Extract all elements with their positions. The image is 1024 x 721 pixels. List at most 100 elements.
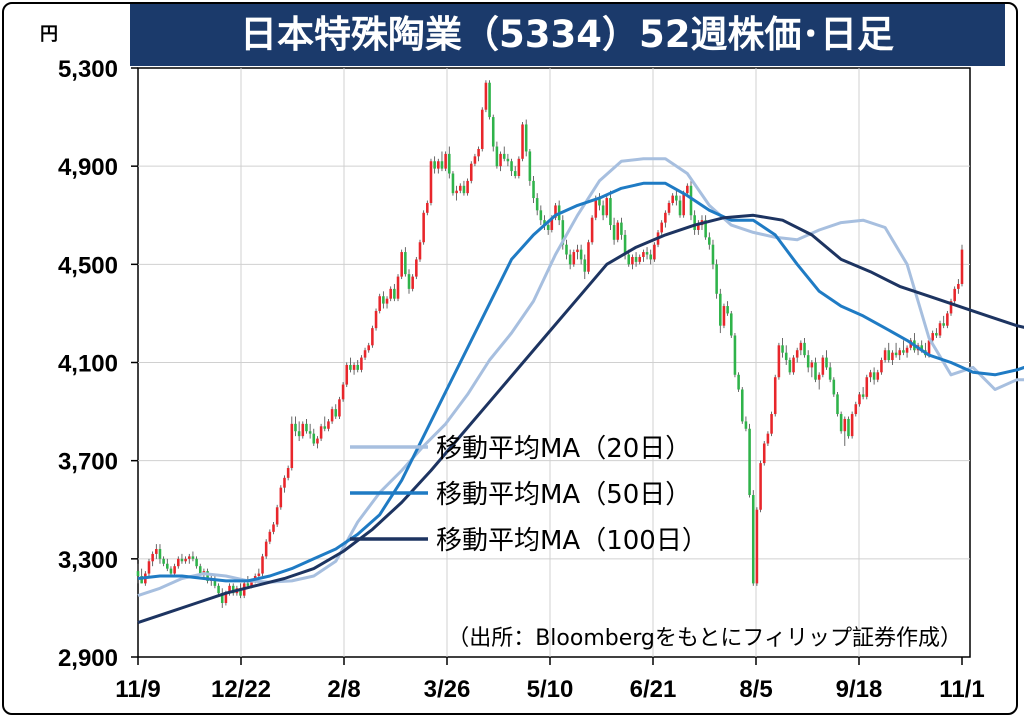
candle-body [220, 593, 224, 604]
candle-body [415, 259, 418, 277]
candle-body [806, 355, 810, 368]
candle-body [653, 244, 656, 260]
candle-body [382, 296, 385, 304]
candle-body [814, 362, 817, 380]
y-tick-label: 5,300 [58, 56, 118, 83]
candle-body [305, 423, 308, 432]
candle-body [902, 350, 905, 353]
candle-body [283, 477, 286, 488]
candle-body [561, 220, 565, 245]
candle-body [872, 372, 876, 380]
candle-body [426, 202, 429, 213]
candle-body [843, 418, 847, 432]
candle-body [744, 421, 748, 429]
candle-body [363, 350, 367, 358]
candle-body [389, 288, 392, 299]
candle-body [517, 158, 521, 176]
candle-body [733, 335, 737, 375]
candle-body [850, 414, 854, 437]
candle-body [286, 468, 290, 478]
ma-line-ma50 [137, 181, 1024, 583]
candle-body [279, 487, 283, 508]
candle-body [334, 409, 338, 417]
candle-body [726, 306, 729, 314]
candle-body [400, 252, 403, 277]
candle-body [140, 576, 143, 584]
candle-body [466, 180, 469, 194]
candle-body [469, 163, 473, 181]
candle-body [345, 364, 349, 385]
candle-body [766, 433, 770, 444]
y-tick-label: 4,500 [58, 252, 118, 279]
candle-body [576, 249, 579, 253]
candle-body [759, 463, 762, 510]
candle-body [612, 225, 616, 240]
candle-body [378, 296, 381, 311]
candle-body [748, 428, 751, 496]
ma-line-ma20 [137, 157, 1024, 598]
candle-body [151, 553, 154, 562]
x-tick-label: 8/5 [739, 676, 772, 703]
candle-body [719, 293, 722, 326]
candle-body [598, 198, 601, 206]
candle-body [136, 571, 140, 577]
candle-body [488, 82, 491, 118]
candle-body [883, 350, 887, 361]
candle-body [327, 421, 330, 429]
candle-body [795, 350, 799, 358]
x-tick-label: 3/26 [424, 676, 471, 703]
legend-label-ma20: 移動平均MA（20日） [436, 434, 691, 464]
candle-body [455, 190, 458, 194]
legend: 移動平均MA（20日） 移動平均MA（50日） 移動平均MA（100日） [350, 434, 708, 556]
candle-body [177, 558, 180, 567]
candle-body [462, 185, 466, 194]
candle-body [323, 426, 327, 429]
candle-body [649, 254, 652, 260]
candle-body [675, 195, 678, 201]
candle-body [638, 256, 642, 262]
x-tick-label: 6/21 [630, 676, 677, 703]
y-unit-label: 円 [40, 24, 58, 44]
candle-body [319, 426, 323, 439]
candle-body [513, 171, 517, 176]
candle-body [173, 566, 176, 574]
legend-label-ma50: 移動平均MA（50日） [436, 480, 691, 510]
candle-body [755, 509, 759, 584]
candle-body [437, 161, 440, 169]
candle-body [458, 185, 462, 191]
candle-body [191, 556, 195, 559]
candle-body [946, 313, 949, 326]
y-axis: 5,300 4,900 4,500 4,100 3,700 3,300 2,900 [58, 56, 138, 672]
candle-body [729, 313, 733, 336]
candle-body [184, 558, 187, 562]
candle-body [429, 161, 433, 203]
candle-body [367, 345, 371, 351]
candle-body [957, 283, 960, 289]
candle-body [609, 198, 612, 226]
candle-body [935, 333, 938, 336]
candle-body [316, 438, 319, 444]
candle-body [407, 274, 411, 289]
candle-body [927, 340, 931, 356]
candle-body [264, 541, 268, 557]
candlestick-series [136, 80, 964, 608]
candle-body [228, 585, 231, 594]
candle-body [620, 222, 623, 235]
candle-body [894, 352, 898, 356]
candle-body [605, 198, 609, 216]
candle-body [308, 431, 312, 434]
candle-body [905, 347, 909, 353]
candle-body [810, 362, 814, 368]
candle-body [374, 310, 378, 329]
candle-body [155, 549, 158, 554]
candle-body [180, 558, 184, 562]
candle-body [678, 200, 682, 216]
candle-body [828, 367, 832, 380]
candle-body [722, 306, 726, 326]
legend-label-ma100: 移動平均MA（100日） [436, 526, 708, 556]
candle-body [484, 82, 488, 110]
candle-body [715, 264, 718, 294]
candle-body [554, 205, 557, 218]
